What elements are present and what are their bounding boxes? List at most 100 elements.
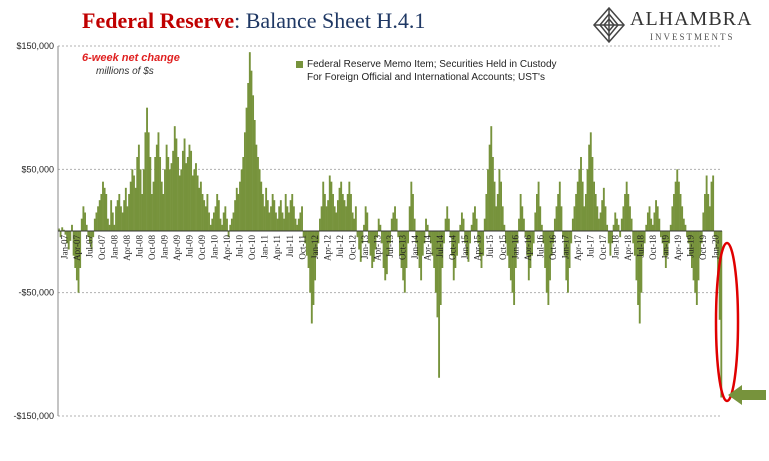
bar xyxy=(58,228,60,231)
x-tick-label: Oct-11 xyxy=(297,235,307,260)
bar xyxy=(694,231,697,293)
bar xyxy=(607,231,610,244)
bar xyxy=(315,231,318,256)
bar xyxy=(327,200,330,231)
bar xyxy=(160,181,163,231)
bar xyxy=(713,231,716,238)
bar xyxy=(340,181,343,231)
bar xyxy=(100,194,103,231)
bar xyxy=(381,231,383,244)
x-tick-label: Oct-17 xyxy=(598,235,608,260)
bar xyxy=(281,212,284,231)
bar xyxy=(374,231,377,250)
annotations xyxy=(714,241,766,405)
chart-note-primary: 6-week net change xyxy=(82,52,180,64)
bar xyxy=(323,194,326,231)
bar xyxy=(175,138,178,231)
bar xyxy=(263,206,266,231)
bar xyxy=(155,144,158,231)
bar xyxy=(488,144,491,231)
bar xyxy=(314,231,317,281)
bar xyxy=(547,231,550,305)
bar xyxy=(428,231,431,238)
x-tick-label: Apr-19 xyxy=(673,235,683,261)
highlight-ellipse xyxy=(714,241,740,403)
bar xyxy=(646,212,649,231)
bar xyxy=(443,231,445,244)
bar xyxy=(201,194,204,231)
bar xyxy=(482,231,485,256)
bar xyxy=(348,181,351,231)
x-tick-label: Jan-16 xyxy=(510,235,520,259)
bar xyxy=(278,206,281,231)
bar xyxy=(325,206,328,231)
bar xyxy=(410,181,413,231)
bar xyxy=(544,231,547,268)
x-tick-label: Jul-17 xyxy=(585,235,595,258)
bar xyxy=(651,224,654,231)
bar xyxy=(684,224,687,231)
x-tick-label: Jan-17 xyxy=(560,235,570,259)
bar xyxy=(469,231,472,244)
bar xyxy=(328,175,331,231)
bar xyxy=(193,169,196,231)
bar xyxy=(705,175,708,231)
bar xyxy=(691,231,693,268)
bar xyxy=(434,231,437,293)
bar xyxy=(74,231,77,268)
bar xyxy=(474,206,476,231)
bar xyxy=(250,70,253,231)
bar xyxy=(679,194,682,231)
bar xyxy=(529,231,532,268)
bar xyxy=(398,231,401,256)
bar xyxy=(536,194,538,231)
chart-legend: Federal Reserve Memo Item; Securities He… xyxy=(296,58,566,84)
bar xyxy=(317,231,320,244)
bar xyxy=(271,194,274,231)
bar xyxy=(291,194,294,231)
bar xyxy=(302,231,305,238)
bar xyxy=(178,175,181,231)
bar xyxy=(123,200,126,231)
bar xyxy=(702,212,705,231)
bar xyxy=(557,194,560,231)
bar xyxy=(431,231,434,256)
bar xyxy=(304,231,307,244)
y-tick-label: -$50,000 xyxy=(18,288,54,298)
bar xyxy=(456,231,458,256)
bar xyxy=(320,206,323,231)
bar xyxy=(412,194,414,231)
bar xyxy=(260,181,263,231)
bar xyxy=(322,181,325,231)
bar xyxy=(700,231,703,244)
bar xyxy=(655,200,657,231)
bar xyxy=(459,224,462,231)
bar xyxy=(545,231,548,293)
x-tick-label: Jan-13 xyxy=(360,235,370,259)
x-tick-label: Oct-07 xyxy=(97,235,107,260)
bar xyxy=(245,107,248,231)
bar xyxy=(274,212,277,231)
bar xyxy=(511,231,514,293)
bar xyxy=(305,231,308,256)
bar xyxy=(387,231,390,256)
bar xyxy=(206,194,209,231)
bar xyxy=(346,194,349,231)
bar xyxy=(490,126,493,231)
bar xyxy=(686,231,688,238)
bar xyxy=(619,231,622,238)
bar xyxy=(674,181,677,231)
bar xyxy=(294,218,297,231)
bar xyxy=(289,200,292,231)
bar xyxy=(487,169,489,231)
x-tick-labels: Jan-07 Apr-07 Jul-07 Oct-07 Jan-08 Apr-08 Jul-… xyxy=(59,235,720,261)
bar xyxy=(159,157,162,231)
bar xyxy=(505,231,507,244)
bar xyxy=(588,144,591,231)
bar xyxy=(89,231,91,244)
x-tick-label: Oct-10 xyxy=(247,235,257,260)
bar xyxy=(444,218,447,231)
bar xyxy=(653,212,656,231)
bar xyxy=(307,231,310,268)
